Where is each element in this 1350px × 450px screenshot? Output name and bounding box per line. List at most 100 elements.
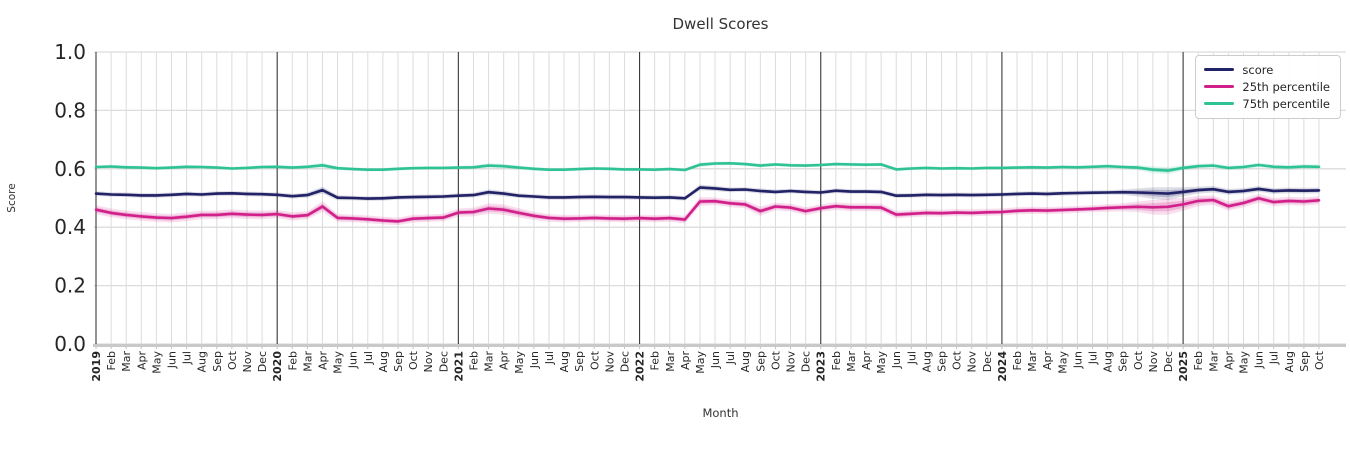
svg-text:0.6: 0.6: [54, 157, 86, 181]
svg-text:Dec: Dec: [618, 351, 631, 372]
svg-text:Sep: Sep: [573, 351, 586, 372]
svg-text:Oct: Oct: [769, 350, 782, 370]
svg-text:May: May: [1238, 351, 1251, 374]
x-axis-label: Month: [702, 406, 739, 420]
svg-text:Oct: Oct: [1132, 350, 1145, 370]
svg-text:Nov: Nov: [422, 351, 435, 373]
svg-text:Apr: Apr: [860, 351, 873, 371]
legend-item-75th-percentile: 75th percentile: [1204, 95, 1330, 112]
svg-text:Dec: Dec: [256, 351, 269, 372]
svg-text:Dec: Dec: [981, 351, 994, 372]
svg-text:Sep: Sep: [392, 351, 405, 372]
svg-text:Aug: Aug: [558, 351, 571, 372]
svg-text:2024: 2024: [996, 351, 1009, 382]
svg-text:Oct: Oct: [1313, 350, 1326, 370]
svg-text:Mar: Mar: [1026, 351, 1039, 372]
svg-text:Nov: Nov: [603, 351, 616, 373]
legend-item-25th-percentile: 25th percentile: [1204, 78, 1330, 95]
svg-text:Feb: Feb: [105, 351, 118, 370]
svg-text:Mar: Mar: [301, 351, 314, 372]
svg-text:0.0: 0.0: [54, 332, 86, 356]
svg-text:Feb: Feb: [1011, 351, 1024, 370]
svg-text:May: May: [513, 351, 526, 374]
svg-text:Aug: Aug: [739, 351, 752, 372]
legend-label: 75th percentile: [1242, 96, 1330, 111]
svg-text:Aug: Aug: [920, 351, 933, 372]
svg-text:Sep: Sep: [1117, 351, 1130, 372]
svg-text:Feb: Feb: [649, 351, 662, 370]
svg-text:Aug: Aug: [377, 351, 390, 372]
25th-percentile-line-swatch: [1204, 85, 1235, 88]
svg-text:Nov: Nov: [1147, 351, 1160, 373]
svg-text:Sep: Sep: [754, 351, 767, 372]
svg-text:Sep: Sep: [211, 351, 224, 372]
legend-item-score: score: [1204, 61, 1330, 78]
svg-text:Dec: Dec: [800, 351, 813, 372]
legend: score 25th percentile 75th percentile: [1195, 55, 1341, 119]
svg-text:Jul: Jul: [543, 351, 556, 365]
svg-text:0.4: 0.4: [54, 215, 86, 239]
svg-text:Jun: Jun: [347, 351, 360, 369]
svg-text:Apr: Apr: [316, 351, 329, 371]
svg-text:Oct: Oct: [407, 350, 420, 370]
svg-text:Apr: Apr: [1041, 351, 1054, 371]
legend-label: 25th percentile: [1242, 79, 1330, 94]
svg-text:Nov: Nov: [241, 351, 254, 373]
svg-text:Jun: Jun: [1253, 351, 1266, 369]
svg-text:Jun: Jun: [1071, 351, 1084, 369]
svg-text:May: May: [1056, 351, 1069, 374]
svg-text:Feb: Feb: [1192, 351, 1205, 370]
svg-text:Jun: Jun: [890, 351, 903, 369]
svg-text:Apr: Apr: [679, 351, 692, 371]
svg-text:Aug: Aug: [196, 351, 209, 372]
svg-text:Oct: Oct: [226, 350, 239, 370]
svg-text:1.0: 1.0: [54, 40, 86, 64]
svg-text:Dec: Dec: [437, 351, 450, 372]
75th-percentile-line-swatch: [1204, 102, 1235, 105]
svg-text:May: May: [875, 351, 888, 374]
svg-text:Apr: Apr: [498, 351, 511, 371]
svg-text:2022: 2022: [634, 351, 647, 382]
svg-text:Dec: Dec: [1162, 351, 1175, 372]
svg-text:Mar: Mar: [1207, 351, 1220, 372]
svg-text:Jun: Jun: [165, 351, 178, 369]
svg-text:May: May: [332, 351, 345, 374]
svg-text:Apr: Apr: [1222, 351, 1235, 371]
svg-text:Mar: Mar: [483, 351, 496, 372]
svg-text:May: May: [694, 351, 707, 374]
svg-text:Jul: Jul: [181, 351, 194, 365]
svg-text:0.8: 0.8: [54, 98, 86, 122]
svg-text:Jul: Jul: [1268, 351, 1281, 365]
svg-text:Feb: Feb: [286, 351, 299, 370]
svg-text:2021: 2021: [452, 351, 465, 382]
svg-text:Aug: Aug: [1283, 351, 1296, 372]
svg-text:Apr: Apr: [135, 351, 148, 371]
svg-text:Jun: Jun: [709, 351, 722, 369]
svg-text:Jul: Jul: [362, 351, 375, 365]
svg-text:Sep: Sep: [936, 351, 949, 372]
svg-text:Jun: Jun: [528, 351, 541, 369]
svg-text:Jul: Jul: [724, 351, 737, 365]
svg-text:Sep: Sep: [1298, 351, 1311, 372]
svg-text:Oct: Oct: [588, 350, 601, 370]
svg-text:Mar: Mar: [664, 351, 677, 372]
svg-text:2020: 2020: [271, 351, 284, 382]
svg-text:Jul: Jul: [1087, 351, 1100, 365]
svg-text:2023: 2023: [815, 351, 828, 382]
svg-text:Nov: Nov: [785, 351, 798, 373]
legend-label: score: [1242, 62, 1274, 77]
svg-text:Oct: Oct: [951, 350, 964, 370]
svg-text:0.2: 0.2: [54, 274, 86, 298]
score-line-swatch: [1204, 68, 1235, 71]
svg-text:May: May: [150, 351, 163, 374]
svg-text:Feb: Feb: [467, 351, 480, 370]
chart-title: Dwell Scores: [672, 15, 769, 33]
svg-text:Feb: Feb: [830, 351, 843, 370]
svg-text:Aug: Aug: [1102, 351, 1115, 372]
svg-text:Jul: Jul: [905, 351, 918, 365]
svg-text:2019: 2019: [90, 351, 103, 382]
y-axis-label: Score: [6, 183, 18, 213]
svg-text:2025: 2025: [1177, 351, 1190, 382]
